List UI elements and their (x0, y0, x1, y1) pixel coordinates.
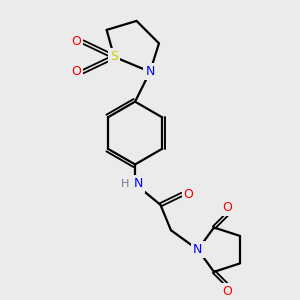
Text: N: N (134, 177, 143, 190)
Text: N: N (193, 243, 203, 256)
Text: O: O (71, 35, 81, 48)
Text: O: O (223, 201, 232, 214)
Text: O: O (71, 65, 81, 78)
Text: O: O (223, 285, 232, 298)
Text: O: O (184, 188, 194, 201)
Text: N: N (145, 65, 155, 78)
Text: S: S (110, 50, 118, 63)
Text: H: H (120, 179, 129, 189)
